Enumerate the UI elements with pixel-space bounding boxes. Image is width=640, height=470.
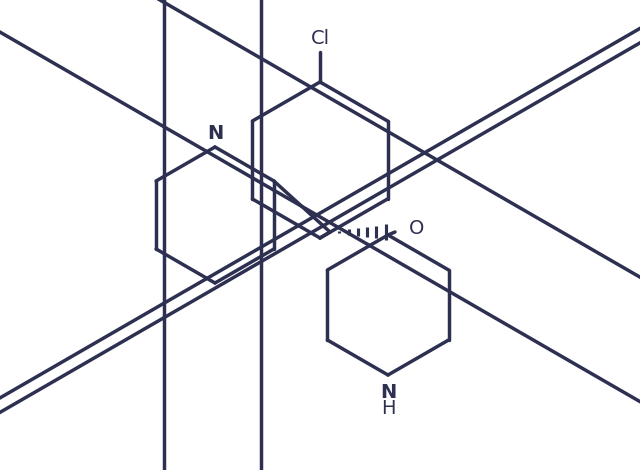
Text: N: N [380, 383, 396, 402]
Text: O: O [409, 219, 424, 237]
Text: H: H [381, 399, 396, 418]
Text: N: N [207, 124, 223, 143]
Text: Cl: Cl [310, 29, 330, 48]
